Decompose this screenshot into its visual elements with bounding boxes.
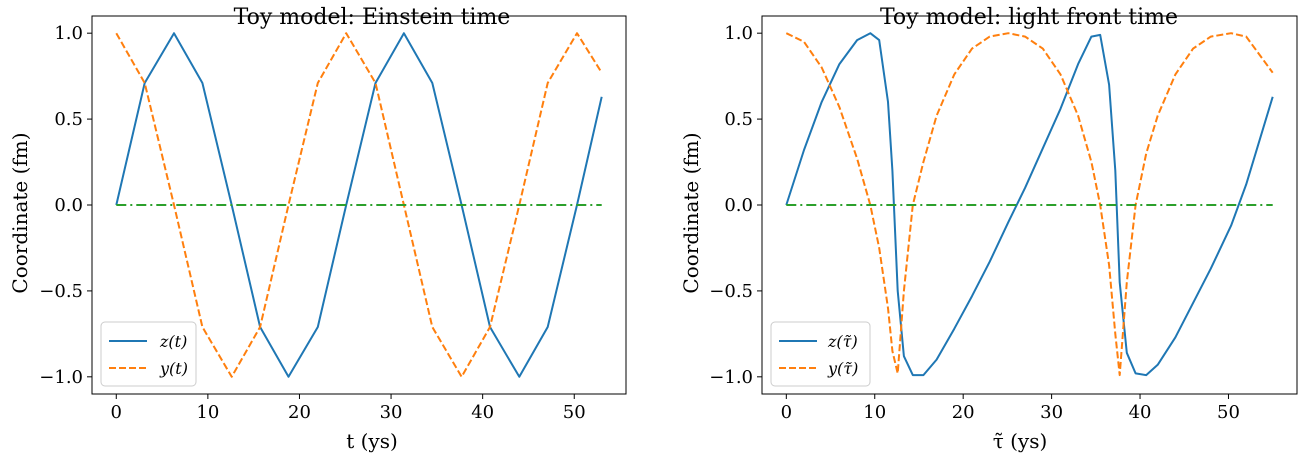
legend-label-z: z(t) <box>159 332 187 351</box>
series-line-y <box>785 32 1274 377</box>
y-axis-label: Coordinate (fm) <box>679 132 703 293</box>
legend-box <box>100 321 197 387</box>
chart-title: Toy model: light front time <box>880 5 1178 30</box>
x-tick-label: 20 <box>952 402 975 423</box>
chart-panel-light-front-time: Toy model: light front time τ̃ (ys) Coor… <box>679 5 1298 453</box>
x-tick-label: 50 <box>1217 402 1240 423</box>
x-tick-label: 10 <box>863 402 886 423</box>
y-tick-label: 0.0 <box>724 195 753 216</box>
series-line-z <box>115 32 603 378</box>
y-tick-label: −0.5 <box>709 281 753 302</box>
x-tick-label: 10 <box>196 402 219 423</box>
data-lines <box>115 32 603 378</box>
legend: z(τ̃) y(τ̃) <box>770 321 871 387</box>
y-tick-label: −1.0 <box>709 367 753 388</box>
x-tick-label: 30 <box>380 402 403 423</box>
y-tick-label: −1.0 <box>39 367 83 388</box>
x-tick-label: 30 <box>1040 402 1063 423</box>
axis-ticks: 0 10 20 30 40 50 −1.0 −0.5 0.0 0.5 1.0 <box>709 23 1240 423</box>
y-tick-label: 0.0 <box>54 195 83 216</box>
x-tick-label: 40 <box>471 402 494 423</box>
y-tick-label: 1.0 <box>54 23 83 44</box>
y-tick-label: 0.5 <box>54 109 83 130</box>
x-tick-label: 50 <box>563 402 586 423</box>
y-tick-label: −0.5 <box>39 281 83 302</box>
chart-panel-einstein-time: Toy model: Einstein time t (ys) Coordina… <box>8 5 627 453</box>
y-tick-label: 0.5 <box>724 109 753 130</box>
x-axis-label: τ̃ (ys) <box>993 429 1048 453</box>
legend: z(t) y(t) <box>100 321 197 387</box>
legend-box <box>770 321 871 387</box>
legend-label-y: y(t) <box>159 359 188 378</box>
chart-title: Toy model: Einstein time <box>234 5 511 30</box>
series-line-y <box>115 32 603 378</box>
data-lines <box>785 32 1274 377</box>
x-axis-label: t (ys) <box>346 429 398 453</box>
x-tick-label: 40 <box>1129 402 1152 423</box>
x-tick-label: 0 <box>111 402 122 423</box>
x-tick-label: 20 <box>288 402 311 423</box>
y-tick-label: 1.0 <box>724 23 753 44</box>
legend-label-y: y(τ̃) <box>827 359 858 378</box>
axis-ticks: 0 10 20 30 40 50 −1.0 −0.5 0.0 0.5 1.0 <box>39 23 585 423</box>
series-line-z <box>785 32 1274 377</box>
x-tick-label: 0 <box>781 402 792 423</box>
y-axis-label: Coordinate (fm) <box>8 132 32 293</box>
plot-frame <box>91 15 627 395</box>
legend-label-z: z(τ̃) <box>827 332 858 351</box>
plot-frame <box>761 15 1298 395</box>
